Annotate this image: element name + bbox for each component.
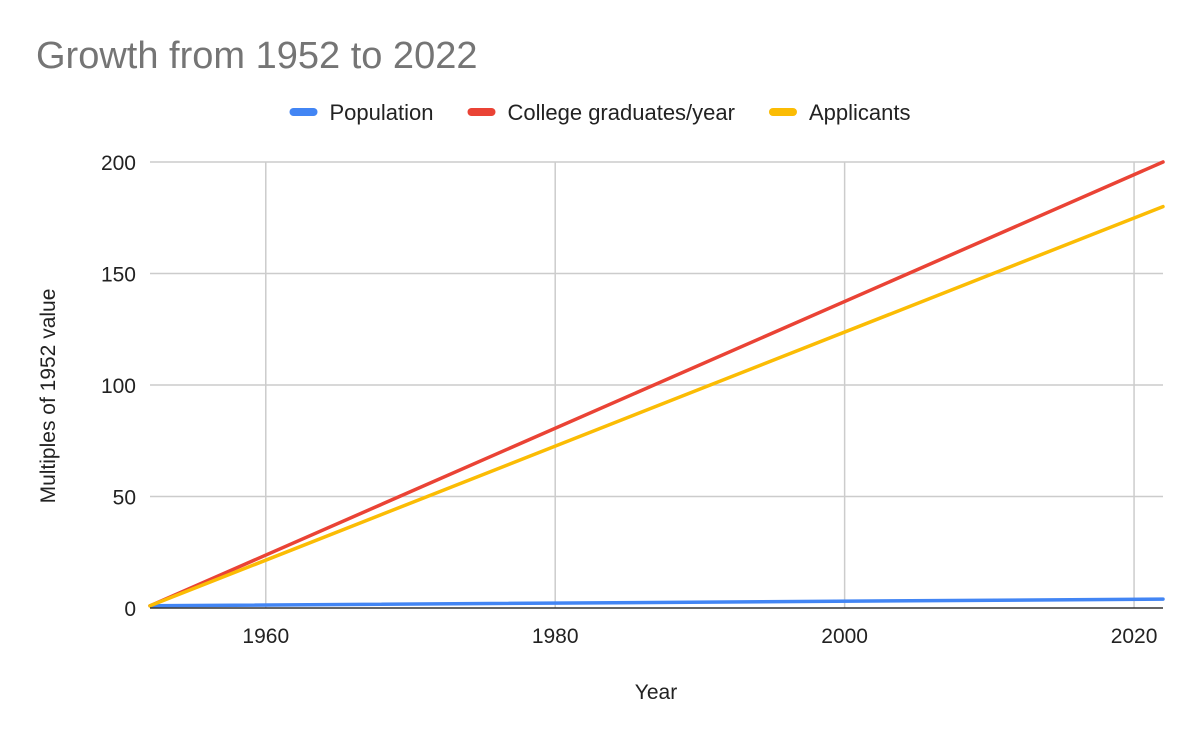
series-line-applicants xyxy=(148,204,1165,608)
y-tick-label: 100 xyxy=(101,375,136,398)
legend-item: College graduates/year xyxy=(467,100,735,125)
legend-label: Applicants xyxy=(809,100,911,125)
y-tick-label: 50 xyxy=(113,487,136,510)
x-tick-label: 1980 xyxy=(532,625,579,648)
series-lines xyxy=(148,160,1165,608)
legend-item: Applicants xyxy=(768,100,911,125)
legend-item: Population xyxy=(289,100,434,125)
legend-label: Population xyxy=(330,100,434,125)
axes: 0 50 100 150 200 1960 1980 2000 2020 xyxy=(101,152,1163,648)
legend-swatch xyxy=(768,108,797,116)
legend-swatch xyxy=(289,108,318,116)
y-tick-label: 200 xyxy=(101,152,136,175)
legend-label: College graduates/year xyxy=(507,100,734,125)
x-tick-label: 1960 xyxy=(242,625,289,648)
y-axis-title: Multiples of 1952 value xyxy=(37,289,60,504)
y-tick-label: 0 xyxy=(124,598,136,621)
series-line-population xyxy=(148,597,1165,608)
gridlines xyxy=(150,161,1163,608)
chart-title: Growth from 1952 to 2022 xyxy=(36,35,477,77)
x-tick-label: 2000 xyxy=(821,625,868,648)
series-line-college-graduates-year xyxy=(148,160,1165,608)
y-tick-label: 150 xyxy=(101,264,136,287)
legend: Population College graduates/year Applican… xyxy=(289,100,911,125)
x-axis-title: Year xyxy=(635,681,677,704)
x-tick-label: 2020 xyxy=(1111,625,1158,648)
legend-swatch xyxy=(467,108,496,116)
